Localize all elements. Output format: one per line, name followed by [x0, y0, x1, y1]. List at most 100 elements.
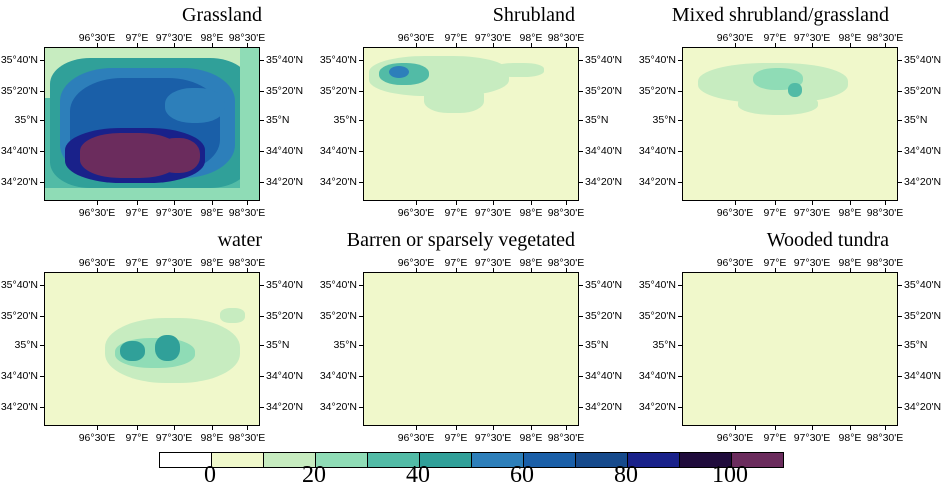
lon-label-bottom: 98°E — [200, 207, 224, 219]
lat-tick — [678, 151, 682, 152]
cell-cluster — [389, 66, 409, 78]
cell-cluster — [494, 63, 544, 77]
panel-title: Barren or sparsely vegetated — [346, 229, 575, 251]
lon-label-bottom: 97°E — [444, 207, 468, 219]
lon-tick — [775, 43, 776, 47]
lon-tick — [493, 43, 494, 47]
lat-tick — [898, 345, 902, 346]
lat-tick — [678, 407, 682, 408]
lon-label-bottom: 97°30'E — [155, 432, 193, 444]
lat-tick — [579, 316, 583, 317]
lon-tick — [212, 268, 213, 272]
lat-label-left: 34°20'N — [638, 401, 676, 413]
map-panel — [44, 272, 260, 426]
lat-label-left: 34°20'N — [638, 176, 676, 188]
lat-tick — [40, 407, 44, 408]
lat-label-right: 35°N — [904, 114, 928, 126]
lon-label-bottom: 98°30'E — [228, 207, 266, 219]
lat-label-right: 35°N — [266, 114, 290, 126]
lon-label-top: 96°30'E — [397, 32, 435, 44]
lat-label-left: 35°20'N — [319, 310, 357, 322]
lat-label-right: 35°20'N — [904, 310, 941, 322]
lat-tick — [359, 345, 363, 346]
lat-label-left: 35°N — [652, 339, 676, 351]
lat-label-left: 34°20'N — [319, 401, 357, 413]
lon-tick — [137, 426, 138, 430]
lat-tick — [40, 316, 44, 317]
lon-label-top: 97°E — [763, 32, 787, 44]
cell-cluster — [155, 335, 180, 361]
lat-label-right: 35°40'N — [904, 279, 941, 291]
lat-tick — [40, 345, 44, 346]
lat-label-left: 35°20'N — [0, 85, 38, 97]
lat-tick — [898, 285, 902, 286]
lat-tick — [359, 120, 363, 121]
lat-tick — [359, 285, 363, 286]
lon-tick — [97, 201, 98, 205]
lat-tick — [579, 60, 583, 61]
cell-cluster — [165, 88, 225, 123]
lat-tick — [678, 376, 682, 377]
lon-tick — [247, 43, 248, 47]
lon-tick — [416, 201, 417, 205]
lon-tick — [456, 201, 457, 205]
lat-tick — [40, 120, 44, 121]
lat-label-right: 35°20'N — [266, 85, 304, 97]
colorbar-label: 20 — [302, 462, 326, 488]
lon-label-bottom: 97°E — [763, 207, 787, 219]
lat-tick — [260, 376, 264, 377]
lat-label-right: 34°20'N — [904, 401, 941, 413]
lat-label-right: 35°20'N — [585, 85, 623, 97]
lon-label-top: 98°30'E — [547, 257, 585, 269]
lon-tick — [566, 43, 567, 47]
lat-label-left: 34°40'N — [0, 370, 38, 382]
lat-label-right: 35°N — [904, 339, 928, 351]
lat-label-left: 35°40'N — [319, 54, 357, 66]
lat-label-left: 35°N — [14, 114, 38, 126]
lat-label-left: 35°N — [14, 339, 38, 351]
lon-label-top: 98°E — [200, 32, 224, 44]
lat-tick — [260, 120, 264, 121]
lat-label-left: 34°40'N — [638, 145, 676, 157]
panel-title: water — [217, 229, 262, 251]
lat-tick — [579, 407, 583, 408]
lat-label-right: 35°40'N — [266, 54, 304, 66]
lon-label-top: 98°30'E — [547, 32, 585, 44]
colorbar-label: 100 — [712, 462, 748, 488]
lon-label-top: 98°E — [200, 257, 224, 269]
lon-tick — [885, 268, 886, 272]
lon-label-bottom: 96°30'E — [716, 432, 754, 444]
lat-tick — [40, 151, 44, 152]
lon-tick — [97, 268, 98, 272]
lon-tick — [416, 43, 417, 47]
lon-tick — [531, 201, 532, 205]
lon-label-bottom: 97°E — [125, 432, 149, 444]
lon-tick — [247, 426, 248, 430]
lat-tick — [260, 316, 264, 317]
lat-tick — [678, 120, 682, 121]
lat-tick — [260, 151, 264, 152]
lat-tick — [359, 407, 363, 408]
lon-tick — [212, 426, 213, 430]
lat-label-left: 35°N — [333, 339, 357, 351]
lat-label-right: 35°N — [585, 339, 609, 351]
lat-tick — [579, 91, 583, 92]
lon-label-top: 97°30'E — [474, 257, 512, 269]
lat-label-right: 34°40'N — [904, 370, 941, 382]
lat-label-left: 34°40'N — [0, 145, 38, 157]
lat-tick — [40, 285, 44, 286]
lon-tick — [137, 201, 138, 205]
lon-tick — [812, 43, 813, 47]
lon-label-bottom: 98°30'E — [547, 432, 585, 444]
lon-label-top: 97°30'E — [793, 32, 831, 44]
lon-label-bottom: 98°E — [838, 207, 862, 219]
lat-label-left: 34°20'N — [319, 176, 357, 188]
colorbar-label: 60 — [510, 462, 534, 488]
colorbar-swatch — [211, 452, 264, 468]
lat-tick — [40, 91, 44, 92]
lat-label-left: 34°20'N — [0, 401, 38, 413]
lat-label-left: 35°20'N — [638, 85, 676, 97]
lon-tick — [531, 268, 532, 272]
lat-label-right: 35°20'N — [904, 85, 941, 97]
colorbar-label: 0 — [204, 462, 216, 488]
